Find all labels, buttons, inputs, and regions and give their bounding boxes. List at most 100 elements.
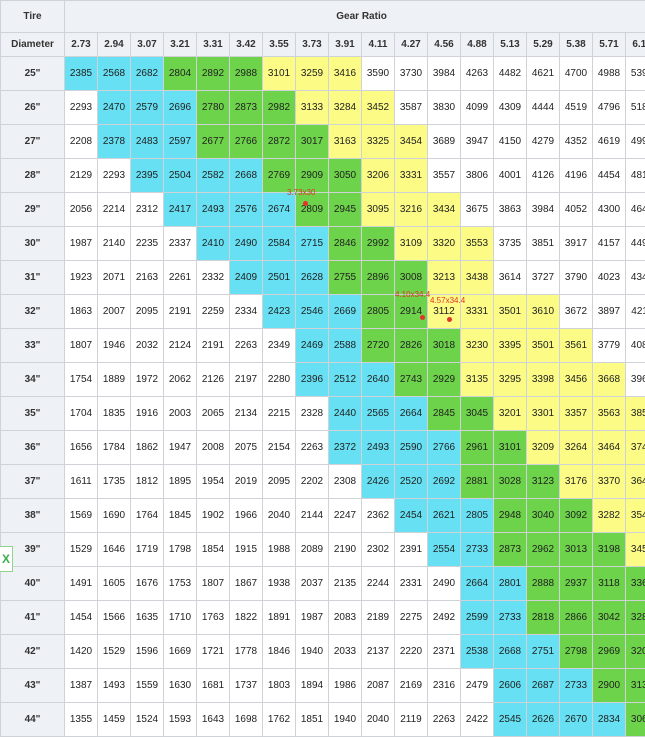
rpm-cell: 4352 <box>560 125 593 159</box>
rpm-cell: 3590 <box>362 57 395 91</box>
rpm-cell: 2512 <box>329 363 362 397</box>
gear-ratio-column-header: 3.07 <box>131 33 164 57</box>
rpm-cell: 3101 <box>263 57 296 91</box>
rpm-cell: 2504 <box>164 159 197 193</box>
rpm-cell: 2007 <box>98 295 131 329</box>
rpm-cell: 3587 <box>395 91 428 125</box>
rpm-cell: 2163 <box>131 261 164 295</box>
rpm-cell: 2546 <box>296 295 329 329</box>
rpm-cell: 1862 <box>131 431 164 465</box>
rpm-cell: 2733 <box>560 669 593 703</box>
rpm-cell: 1972 <box>131 363 164 397</box>
rpm-cell: 2302 <box>362 533 395 567</box>
rpm-cell: 2664 <box>395 397 428 431</box>
rpm-cell: 3455 <box>626 533 645 567</box>
rpm-cell: 2391 <box>395 533 428 567</box>
rpm-cell: 2873 <box>494 533 527 567</box>
rpm-cell: 3320 <box>428 227 461 261</box>
rpm-cell: 2599 <box>461 601 494 635</box>
rpm-cell: 2191 <box>164 295 197 329</box>
rpm-cell: 2095 <box>131 295 164 329</box>
rpm-cell: 2337 <box>164 227 197 261</box>
rpm-cell: 1854 <box>197 533 230 567</box>
rpm-cell: 2896 <box>362 261 395 295</box>
rpm-cell: 2766 <box>230 125 263 159</box>
rpm-cell: 2197 <box>230 363 263 397</box>
rpm-cell: 3730 <box>395 57 428 91</box>
rpm-cell: 3301 <box>527 397 560 431</box>
rpm-cell: 2493 <box>197 193 230 227</box>
rpm-cell: 3672 <box>560 295 593 329</box>
rpm-cell: 4619 <box>593 125 626 159</box>
rpm-cell: 2154 <box>263 431 296 465</box>
rpm-cell: 2385 <box>65 57 98 91</box>
gear-ratio-column-header: 3.42 <box>230 33 263 57</box>
tire-diameter-cell: 35" <box>1 397 65 431</box>
rpm-cell: 2056 <box>65 193 98 227</box>
rpm-cell: 2826 <box>395 329 428 363</box>
rpm-cell: 2033 <box>329 635 362 669</box>
rpm-cell: 1754 <box>65 363 98 397</box>
rpm-cell: 2992 <box>362 227 395 261</box>
rpm-cell: 2670 <box>560 703 593 737</box>
annotation-marker <box>447 317 452 322</box>
rpm-cell: 2866 <box>560 601 593 635</box>
rpm-cell: 1987 <box>65 227 98 261</box>
rpm-cell: 2095 <box>263 465 296 499</box>
rpm-cell: 1493 <box>98 669 131 703</box>
rpm-cell: 3850 <box>626 397 645 431</box>
side-tab-button[interactable]: X <box>0 546 13 572</box>
tire-diameter-cell: 27" <box>1 125 65 159</box>
rpm-cell: 3042 <box>593 601 626 635</box>
rpm-cell: 2597 <box>164 125 197 159</box>
rpm-cell: 2720 <box>362 329 395 363</box>
tire-diameter-cell: 37" <box>1 465 65 499</box>
rpm-cell: 2584 <box>263 227 296 261</box>
rpm-cell: 2493 <box>362 431 395 465</box>
rpm-cell: 3984 <box>527 193 560 227</box>
rpm-cell: 1593 <box>164 703 197 737</box>
rpm-cell: 2378 <box>98 125 131 159</box>
rpm-cell: 2743 <box>395 363 428 397</box>
rpm-cell: 2805 <box>461 499 494 533</box>
rpm-cell: 2075 <box>230 431 263 465</box>
rpm-cell: 3282 <box>593 499 626 533</box>
rpm-cell: 2008 <box>197 431 230 465</box>
rpm-cell: 1851 <box>296 703 329 737</box>
rpm-cell: 3897 <box>593 295 626 329</box>
rpm-cell: 1954 <box>197 465 230 499</box>
rpm-cell: 2751 <box>527 635 560 669</box>
rpm-cell: 4052 <box>560 193 593 227</box>
rpm-cell: 3863 <box>494 193 527 227</box>
rpm-cell: 4211 <box>626 295 645 329</box>
rpm-cell: 3689 <box>428 125 461 159</box>
rpm-cell: 2065 <box>197 397 230 431</box>
rpm-cell: 2470 <box>98 91 131 125</box>
annotation-label: 4.10x34.4 <box>395 290 430 299</box>
rpm-cell: 3830 <box>428 91 461 125</box>
rpm-cell: 2733 <box>494 601 527 635</box>
rpm-cell: 2140 <box>98 227 131 261</box>
rpm-cell: 1895 <box>164 465 197 499</box>
rpm-cell: 4700 <box>560 57 593 91</box>
rpm-cell: 2409 <box>230 261 263 295</box>
rpm-cell: 2798 <box>560 635 593 669</box>
rpm-cell: 2692 <box>428 465 461 499</box>
rpm-cell: 4796 <box>593 91 626 125</box>
rpm-cell: 5390 <box>626 57 645 91</box>
rpm-cell: 2846 <box>329 227 362 261</box>
rpm-cell: 2083 <box>329 601 362 635</box>
rpm-cell: 2881 <box>461 465 494 499</box>
gear-ratio-column-header: 3.91 <box>329 33 362 57</box>
rpm-cell: 3050 <box>329 159 362 193</box>
rpm-cell: 3395 <box>494 329 527 363</box>
rpm-cell: 1459 <box>98 703 131 737</box>
rpm-cell: 2062 <box>164 363 197 397</box>
rpm-cell: 1704 <box>65 397 98 431</box>
